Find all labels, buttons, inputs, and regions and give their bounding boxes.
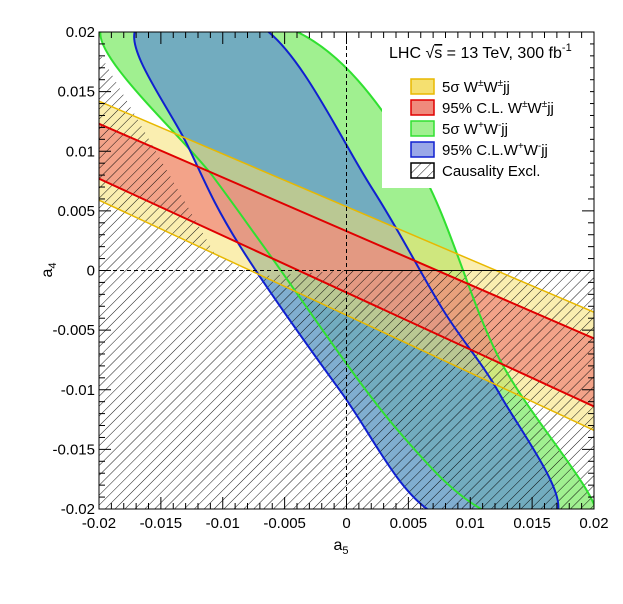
legend-swatch-1 — [410, 78, 435, 95]
x-tick-label: 0.01 — [456, 515, 485, 532]
x-tick-label: -0.015 — [140, 515, 183, 532]
y-tick-label: 0.01 — [66, 143, 95, 160]
contour-5sigma-wsws-1 — [99, 100, 594, 313]
contour-5sigma-wpwm — [99, 32, 594, 509]
legend-swatch-3 — [410, 120, 435, 137]
y-tick-label: -0.005 — [52, 322, 95, 339]
x-tick-label: -0.01 — [206, 515, 240, 532]
legend-label-1: 5σ W±W±jj — [442, 78, 510, 96]
legend-swatch-5 — [410, 162, 435, 179]
y-tick-label: 0 — [87, 263, 95, 280]
legend-label-2: 95% C.L. W±W±jj — [442, 99, 554, 117]
x-tick-label: 0 — [342, 515, 350, 532]
legend-label-4: 95% C.L.W+W-jj — [442, 141, 548, 159]
x-tick-label: -0.005 — [263, 515, 306, 532]
legend-swatch-2 — [410, 99, 435, 116]
x-axis-title: a5 — [333, 537, 348, 557]
x-tick-label: -0.02 — [82, 515, 116, 532]
x-tick-label: 0.015 — [513, 515, 551, 532]
y-tick-label: -0.02 — [61, 501, 95, 518]
x-tick-label: 0.005 — [390, 515, 428, 532]
legend-label-3: 5σ W+W-jj — [442, 120, 508, 138]
chart-annotation: LHC √s = 13 TeV, 300 fb-1 — [389, 42, 572, 62]
legend-swatch-4 — [410, 141, 435, 158]
y-tick-label: -0.01 — [61, 382, 95, 399]
y-axis-title: a4 — [39, 262, 59, 277]
x-tick-label: 0.02 — [579, 515, 608, 532]
y-tick-label: 0.02 — [66, 24, 95, 41]
y-tick-label: 0.015 — [57, 84, 95, 101]
contour-95cl-wpwm — [133, 32, 560, 509]
y-tick-label: -0.015 — [52, 441, 95, 458]
legend-label-5: Causality Excl. — [442, 163, 540, 180]
y-tick-label: 0.005 — [57, 203, 95, 220]
